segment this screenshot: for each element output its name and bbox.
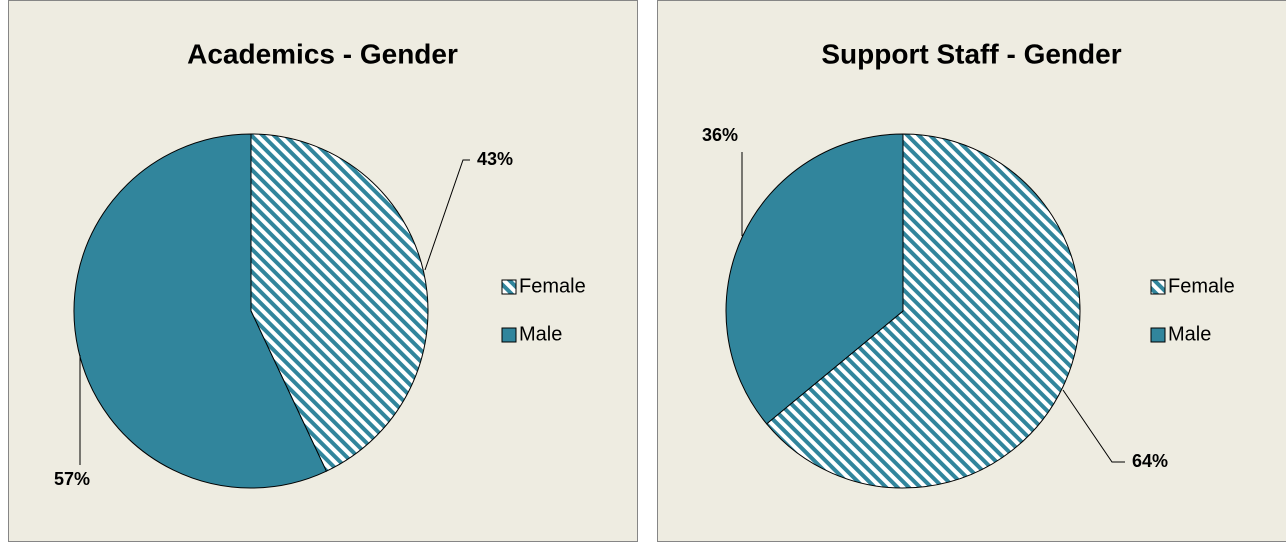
- data-label: 57%: [54, 469, 90, 489]
- chart-title: Academics - Gender: [187, 38, 458, 69]
- pie-slice: [765, 133, 1081, 489]
- data-label: 36%: [702, 125, 738, 145]
- leader-line: [1062, 389, 1125, 463]
- legend-swatch: [1150, 327, 1166, 343]
- legend-label: Male: [519, 323, 562, 345]
- chart-title: Support Staff - Gender: [821, 38, 1121, 69]
- pie-slice: [725, 133, 904, 425]
- legend-label: Female: [519, 275, 586, 297]
- legend-swatch: [501, 327, 517, 343]
- legend-label: Male: [1168, 323, 1211, 345]
- legend-swatch: [501, 279, 517, 295]
- legend-swatch: [1150, 279, 1166, 295]
- leader-line: [424, 159, 470, 271]
- legend-label: Female: [1168, 275, 1235, 297]
- pie-slice: [250, 133, 429, 472]
- pie-slice: [73, 133, 328, 489]
- data-label: 64%: [1132, 451, 1168, 471]
- data-label: 43%: [477, 149, 513, 169]
